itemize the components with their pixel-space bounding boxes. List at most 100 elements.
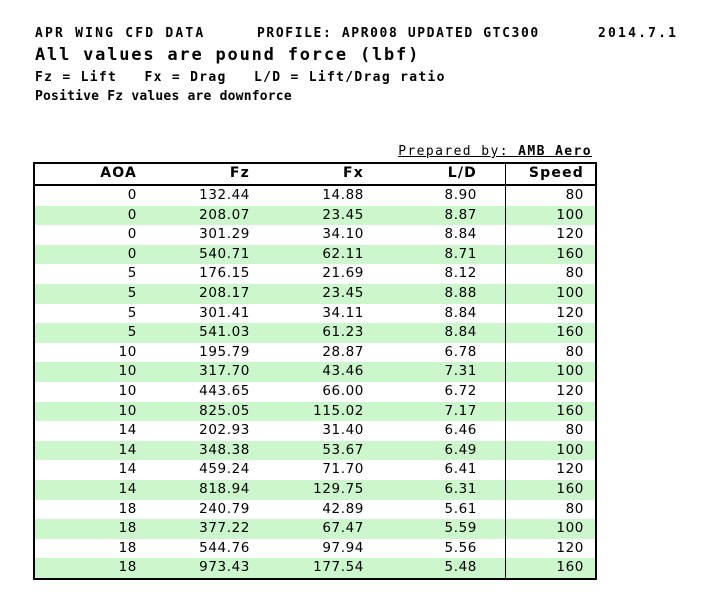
table-cell: 18 — [118, 520, 137, 537]
table-cell: 10 — [118, 363, 137, 380]
table-cell: 541.03 — [199, 324, 250, 341]
table-row: 5 301.41 34.11 8.84 120 — [35, 303, 595, 324]
table-cell: 129.75 — [313, 480, 364, 497]
table-cell: 195.79 — [199, 343, 250, 360]
table-cell: 5.48 — [444, 559, 477, 576]
column-header-aoa: AOA — [100, 165, 137, 181]
table-cell: 67.47 — [322, 520, 364, 537]
table-cell: 31.40 — [322, 422, 364, 439]
table-cell: 80 — [505, 421, 595, 441]
table-cell: 100 — [505, 205, 595, 226]
column-header-fx: Fx — [343, 165, 364, 181]
table-cell: 14 — [118, 461, 137, 478]
column-header-speed: Speed — [505, 164, 595, 184]
table-cell: 5.59 — [444, 520, 477, 537]
table-cell: 160 — [505, 323, 595, 343]
table-cell: 14.88 — [322, 187, 364, 203]
table-cell: 53.67 — [322, 441, 364, 458]
table-cell: 100 — [505, 362, 595, 382]
table-cell: 7.31 — [444, 363, 477, 380]
table-row: 18 240.79 42.89 5.61 80 — [35, 499, 595, 520]
table-cell: 177.54 — [313, 559, 364, 576]
table-cell: 6.49 — [444, 441, 477, 458]
prepared-by-label: Prepared by: — [398, 144, 519, 159]
table-cell: 5 — [127, 304, 137, 321]
prepared-by-line: Prepared by: AMB Aero — [0, 144, 592, 159]
table-cell: 8.84 — [444, 226, 477, 243]
table-cell: 34.11 — [322, 304, 364, 321]
table-cell: 18 — [118, 500, 137, 517]
table-cell: 80 — [505, 342, 595, 363]
doc-date: 2014.7.1 — [598, 26, 679, 41]
table-cell: 5.56 — [444, 539, 477, 556]
table-cell: 100 — [505, 283, 595, 304]
table-row: 0 540.71 62.11 8.71 160 — [35, 244, 595, 265]
doc-note: Positive Fz values are downforce — [35, 89, 292, 104]
table-cell: 8.88 — [444, 284, 477, 301]
table-cell: 825.05 — [199, 402, 250, 419]
table-cell: 6.46 — [444, 422, 477, 439]
doc-title: APR WING CFD DATA — [35, 26, 206, 41]
table-header-row: AOA Fz Fx L/D Speed — [35, 164, 595, 186]
table-cell: 18 — [118, 539, 137, 556]
table-cell: 8.84 — [444, 324, 477, 341]
table-cell: 160 — [505, 244, 595, 265]
table-cell: 23.45 — [322, 284, 364, 301]
table-row: 0 301.29 34.10 8.84 120 — [35, 225, 595, 245]
table-cell: 6.31 — [444, 480, 477, 497]
table-cell: 540.71 — [199, 245, 250, 262]
table-cell: 443.65 — [199, 382, 250, 399]
table-cell: 5.61 — [444, 500, 477, 517]
table-cell: 42.89 — [322, 500, 364, 517]
table-cell: 973.43 — [199, 559, 250, 576]
table-row: 10 825.05 115.02 7.17 160 — [35, 401, 595, 422]
table-cell: 301.41 — [199, 304, 250, 321]
table-cell: 80 — [505, 186, 595, 206]
table-row: 14 818.94 129.75 6.31 160 — [35, 479, 595, 500]
table-row: 10 317.70 43.46 7.31 100 — [35, 362, 595, 382]
table-cell: 10 — [118, 343, 137, 360]
table-cell: 100 — [505, 519, 595, 539]
table-cell: 160 — [505, 401, 595, 422]
table-row: 0 208.07 23.45 8.87 100 — [35, 205, 595, 226]
table-cell: 71.70 — [322, 461, 364, 478]
table-cell: 0 — [127, 187, 137, 203]
table-cell: 21.69 — [322, 265, 364, 282]
table-cell: 208.17 — [199, 284, 250, 301]
table-cell: 100 — [505, 440, 595, 461]
table-row: 18 973.43 177.54 5.48 160 — [35, 558, 595, 578]
table-cell: 5 — [127, 265, 137, 282]
table-cell: 0 — [127, 245, 137, 262]
table-cell: 240.79 — [199, 500, 250, 517]
table-cell: 176.15 — [199, 265, 250, 282]
table-row: 5 208.17 23.45 8.88 100 — [35, 283, 595, 304]
table-cell: 8.71 — [444, 245, 477, 262]
table-cell: 544.76 — [199, 539, 250, 556]
table-cell: 6.72 — [444, 382, 477, 399]
table-cell: 120 — [505, 381, 595, 402]
table-cell: 5 — [127, 284, 137, 301]
table-cell: 317.70 — [199, 363, 250, 380]
doc-subtitle: All values are pound force (lbf) — [35, 45, 421, 65]
table-cell: 202.93 — [199, 422, 250, 439]
table-cell: 80 — [505, 499, 595, 520]
table-cell: 120 — [505, 538, 595, 559]
cfd-data-table: AOA Fz Fx L/D Speed 0 132.44 14.88 8.90 80 0 208.0… — [33, 162, 597, 580]
table-cell: 34.10 — [322, 226, 364, 243]
table-cell: 18 — [118, 559, 137, 576]
table-row: 14 459.24 71.70 6.41 120 — [35, 460, 595, 480]
table-cell: 208.07 — [199, 206, 250, 223]
table-row: 10 443.65 66.00 6.72 120 — [35, 381, 595, 402]
table-cell: 160 — [505, 558, 595, 578]
table-cell: 0 — [127, 226, 137, 243]
table-cell: 115.02 — [313, 402, 364, 419]
table-cell: 10 — [118, 402, 137, 419]
table-cell: 8.12 — [444, 265, 477, 282]
table-cell: 61.23 — [322, 324, 364, 341]
table-row: 14 202.93 31.40 6.46 80 — [35, 421, 595, 441]
prepared-by-value: AMB Aero — [518, 144, 592, 159]
table-cell: 8.84 — [444, 304, 477, 321]
column-header-fz: Fz — [229, 165, 250, 181]
column-header-l-d: L/D — [447, 165, 477, 181]
